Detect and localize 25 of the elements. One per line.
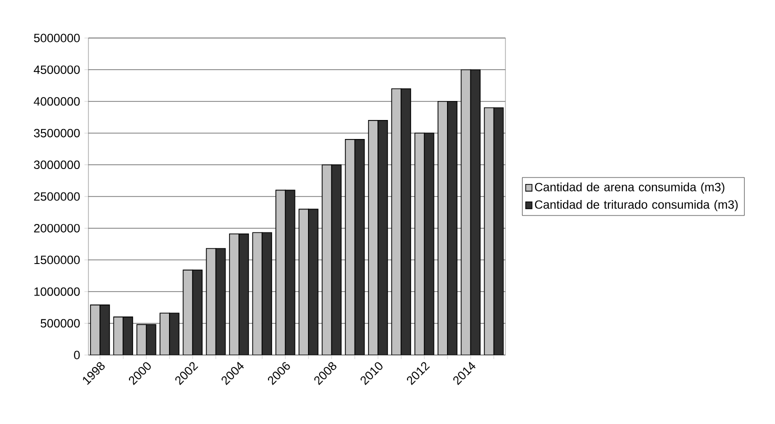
legend-label: Cantidad de arena consumida (m3) [534,182,724,194]
bar [414,132,425,356]
bar [391,88,402,356]
y-tick-label: 0 [74,350,80,360]
bar [460,69,472,356]
bar [322,164,332,356]
y-tick-label: 500000 [40,319,80,328]
bar [113,316,124,356]
y-tick-label: 3500000 [34,128,80,138]
legend-label: Cantidad de triturado consumida (m3) [534,200,738,212]
y-tick-label: 3000000 [34,160,80,170]
y-tick-label: 5000000 [34,34,80,42]
y-tick-label: 2500000 [34,192,80,201]
bar [136,324,147,356]
bar [484,107,494,356]
bar [206,248,216,356]
bar [344,139,356,356]
bar [275,190,286,356]
bar [182,270,194,356]
y-tick-label: 1500000 [34,256,80,264]
y-tick-label: 4000000 [34,97,80,106]
y-tick-label: 4500000 [34,65,80,74]
y-tick-label: 1000000 [34,287,80,296]
bar [252,232,263,356]
y-tick-label: 2000000 [34,224,80,232]
